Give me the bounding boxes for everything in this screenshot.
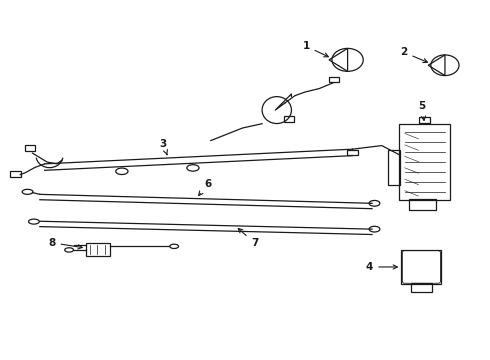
Text: 6: 6 [198,179,212,195]
Bar [388,149,400,185]
Bar [419,117,430,123]
Text: 7: 7 [238,229,258,248]
Bar [284,116,294,122]
Text: 2: 2 [400,47,427,63]
Text: 3: 3 [160,139,168,155]
Bar [86,243,110,256]
Bar [409,199,436,211]
Text: 4: 4 [366,262,397,272]
Bar [401,250,441,284]
Text: 5: 5 [418,102,426,121]
Bar [10,171,21,177]
Text: 1: 1 [302,41,328,57]
Bar [24,145,35,150]
Bar [411,283,432,292]
Bar [329,77,339,82]
Text: 8: 8 [49,238,82,249]
Bar [347,149,358,155]
Bar [399,125,450,200]
